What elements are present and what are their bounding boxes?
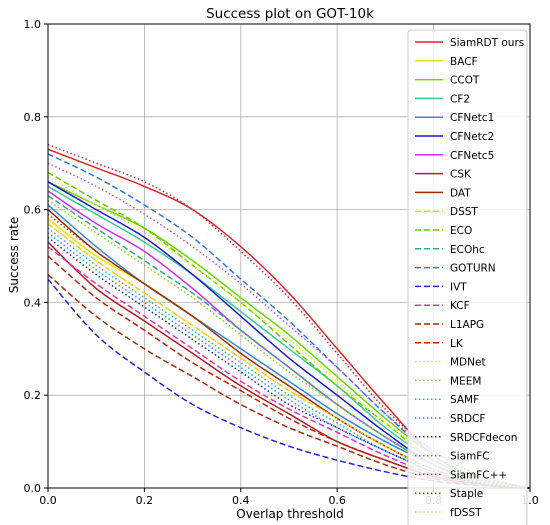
plot-frame — [47, 23, 531, 489]
legend-label: SAMF — [450, 394, 479, 406]
y-tick-label: 1.0 — [24, 18, 42, 31]
legend-label: MEEM — [450, 375, 481, 387]
legend-label: DSST — [450, 206, 478, 218]
series-line — [47, 236, 531, 489]
legend-label: SiamFC++ — [450, 469, 507, 481]
legend-label: Staple — [450, 488, 483, 500]
legend-box — [407, 29, 528, 525]
legend-label: LK — [450, 338, 464, 350]
y-tick-label: 0.2 — [24, 389, 42, 402]
legend-label: CFNetc2 — [450, 131, 494, 143]
legend-label: SiamFC — [450, 451, 490, 463]
series-line — [47, 227, 531, 489]
legend-label: CSK — [450, 169, 472, 181]
x-tick-label: 0.4 — [232, 494, 250, 507]
x-tick-label: 0.6 — [328, 494, 346, 507]
chart-title: Success plot on GOT-10k — [206, 6, 374, 22]
y-tick-label: 0.8 — [24, 111, 42, 124]
legend-label: KCF — [450, 300, 470, 312]
legend-label: MDNet — [450, 357, 486, 369]
legend: SiamRDT ours BACF CCOT CF2 CFNetc1 CFNetc2 CFN… — [407, 29, 528, 525]
legend-label: CFNetc5 — [450, 150, 494, 162]
series-line — [47, 213, 531, 489]
series-line — [47, 195, 531, 489]
legend-label: BACF — [450, 56, 478, 68]
legend-label: GOTURN — [450, 263, 496, 275]
y-tick-label: 0.6 — [24, 204, 42, 217]
legend-label: CF2 — [450, 93, 470, 105]
legend-label: SiamRDT ours — [450, 37, 524, 49]
series-line — [47, 232, 531, 489]
legend-label: CFNetc1 — [450, 112, 494, 124]
legend-label: fDSST — [450, 507, 482, 519]
legend-label: L1APG — [450, 319, 484, 331]
legend-label: ECO — [450, 225, 472, 237]
x-axis-title: Overlap threshold — [236, 507, 344, 521]
legend-label: DAT — [450, 187, 471, 199]
y-tick-label: 0.0 — [24, 482, 42, 495]
x-tick-label: 0.2 — [136, 494, 154, 507]
legend-label: CCOT — [450, 75, 480, 87]
series-line — [47, 199, 531, 489]
y-tick-label: 0.4 — [24, 296, 42, 309]
axis-ticks: 0.00.20.40.60.81.00.00.20.40.60.81.0 — [24, 18, 539, 507]
y-axis-title: Success rate — [7, 217, 21, 294]
x-tick-label: 0.0 — [39, 494, 57, 507]
legend-label: IVT — [450, 281, 467, 293]
legend-label: SRDCFdecon — [450, 432, 517, 444]
legend-label: ECOhc — [450, 244, 485, 256]
legend-label: SRDCF — [450, 413, 485, 425]
